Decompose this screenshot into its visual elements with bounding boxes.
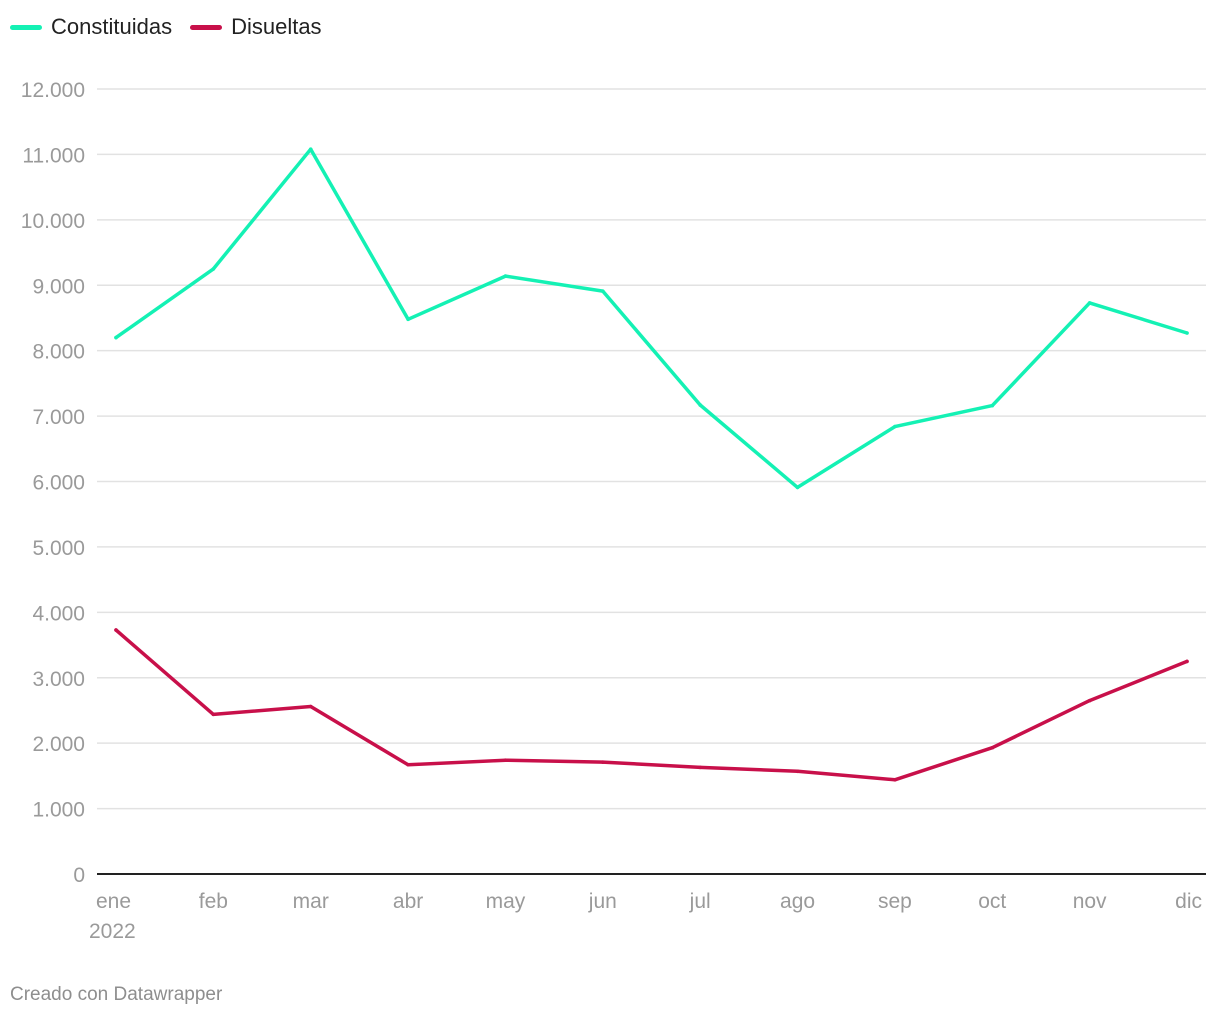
data-point-constituidas <box>211 267 216 271</box>
y-tick-label: 11.000 <box>22 144 85 167</box>
data-point-disueltas <box>114 628 118 632</box>
y-tick-label: 0 <box>73 864 85 887</box>
data-point-disueltas <box>503 758 508 762</box>
y-tick-label: 10.000 <box>21 210 85 233</box>
data-point-constituidas <box>990 403 995 408</box>
x-tick-label: oct <box>978 890 1006 913</box>
x-tick-label: jul <box>689 890 711 913</box>
data-point-disueltas <box>893 778 897 782</box>
data-point-constituidas <box>1185 331 1189 335</box>
y-tick-label: 9.000 <box>32 275 85 298</box>
legend-item-constituidas: Constituidas <box>10 14 172 40</box>
x-tick-label: abr <box>393 890 423 913</box>
data-point-disueltas <box>1087 698 1092 703</box>
data-point-constituidas <box>893 424 897 429</box>
y-tick-label: 12.000 <box>21 79 85 102</box>
data-point-constituidas <box>406 317 410 322</box>
data-point-constituidas <box>1087 301 1092 305</box>
footer-credit: Creado con Datawrapper <box>10 984 223 1005</box>
data-point-disueltas <box>308 704 313 709</box>
y-tick-label: 5.000 <box>32 537 85 560</box>
line-chart: 0 1.000 2.000 3.000 4.000 5.000 6.000 7.000 8.00… <box>21 79 1206 943</box>
series-line-constituidas <box>114 147 1189 490</box>
data-point-disueltas <box>698 765 702 770</box>
data-point-disueltas <box>601 760 605 764</box>
y-tick-label: 4.000 <box>32 602 85 625</box>
data-point-constituidas <box>114 335 118 340</box>
y-tick-label: 6.000 <box>32 472 85 495</box>
y-tick-label: 3.000 <box>32 668 85 691</box>
x-tick-label: sep <box>878 890 912 913</box>
legend-label-constituidas: Constituidas <box>51 14 173 39</box>
y-tick-label: 2.000 <box>32 733 85 756</box>
data-point-disueltas <box>990 745 995 750</box>
data-point-constituidas <box>795 485 800 490</box>
y-tick-label: 7.000 <box>32 406 85 429</box>
x-tick-label: ene <box>96 890 131 913</box>
data-point-disueltas <box>211 712 216 717</box>
x-tick-label: mar <box>293 890 329 913</box>
data-point-constituidas <box>308 147 313 151</box>
x-tick-label: feb <box>199 890 228 913</box>
x-tick-label: jun <box>588 890 617 913</box>
data-point-disueltas <box>795 769 800 774</box>
x-tick-label: may <box>486 890 526 913</box>
legend-item-disueltas: Disueltas <box>190 14 322 40</box>
legend: Constituidas Disueltas <box>10 14 322 40</box>
data-point-constituidas <box>601 289 605 293</box>
data-point-disueltas <box>406 762 410 767</box>
legend-swatch-disueltas <box>190 24 223 30</box>
x-tick-label: ago <box>780 890 815 913</box>
x-tick-label: nov <box>1073 890 1107 913</box>
series-line-disueltas <box>114 628 1189 782</box>
legend-swatch-constituidas <box>10 24 42 30</box>
legend-label-disueltas: Disueltas <box>231 14 322 39</box>
data-point-disueltas <box>1185 659 1189 664</box>
data-point-constituidas <box>503 274 508 278</box>
y-tick-label: 1.000 <box>32 799 85 822</box>
x-tick-label: dic <box>1175 890 1202 913</box>
data-point-constituidas <box>698 403 702 407</box>
y-tick-label: 8.000 <box>32 341 85 364</box>
x-tick-year-label: 2022 <box>89 920 136 943</box>
